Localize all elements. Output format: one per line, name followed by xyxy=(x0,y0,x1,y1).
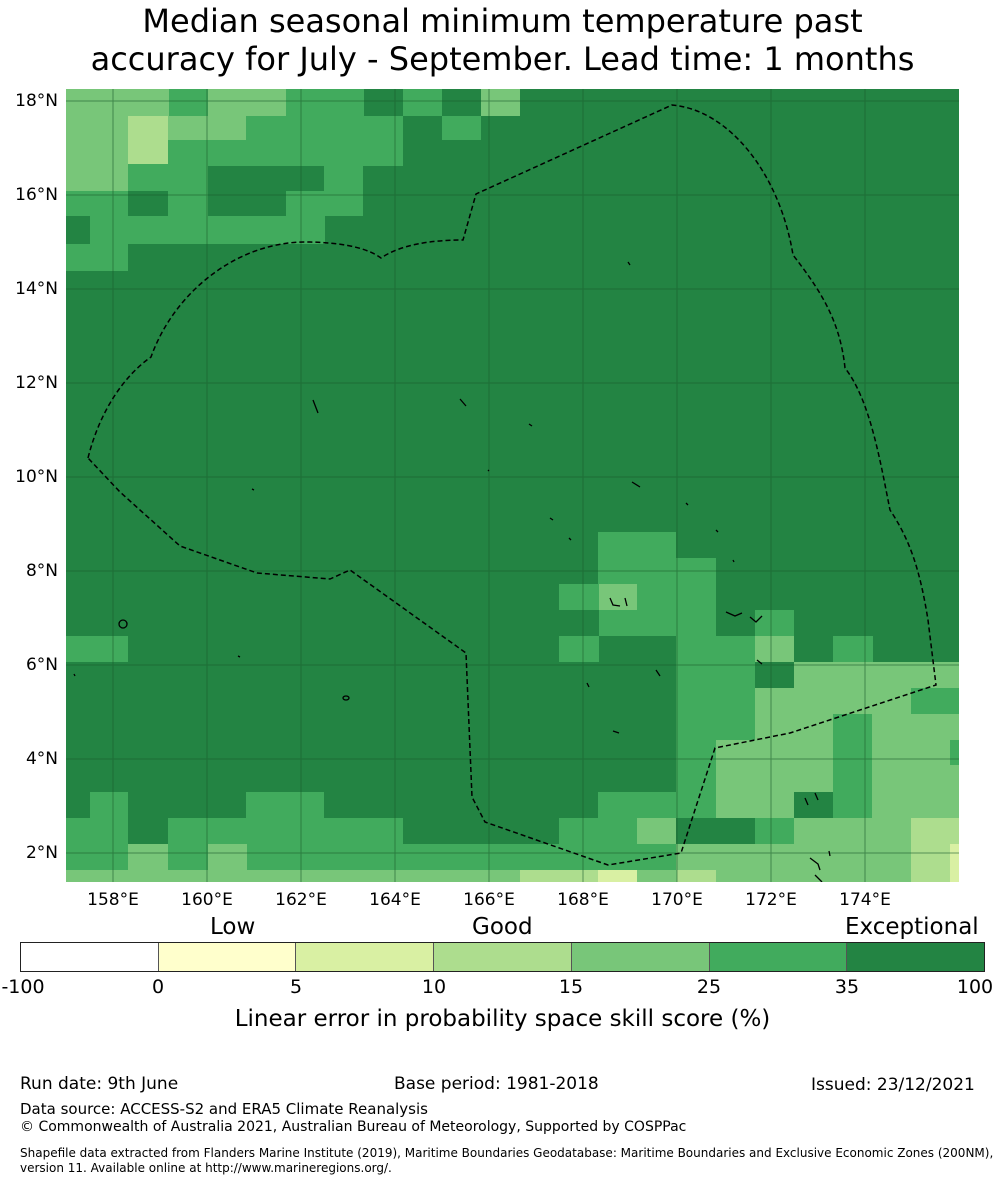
copyright: © Commonwealth of Australia 2021, Austra… xyxy=(20,1119,687,1135)
map-title: Median seasonal minimum temperature past… xyxy=(0,2,1005,78)
y-label-12n: 12°N xyxy=(15,373,58,393)
colorbar-title: Linear error in probability space skill … xyxy=(234,1006,771,1032)
y-label-18n: 18°N xyxy=(15,91,58,111)
y-label-4n: 4°N xyxy=(25,749,58,769)
x-label-164e: 164°E xyxy=(369,890,421,910)
data-source: Data source: ACCESS-S2 and ERA5 Climate … xyxy=(20,1100,428,1118)
colorbar-segment-3 xyxy=(296,943,435,971)
colorbar-segment-4 xyxy=(434,943,572,971)
legend-category-low: Low xyxy=(210,914,256,940)
colorbar-segment-2 xyxy=(158,943,297,971)
y-label-16n: 16°N xyxy=(15,185,58,205)
issued-date: Issued: 23/12/2021 xyxy=(811,1075,975,1095)
colorbar-tick-0: 0 xyxy=(151,976,165,998)
islands xyxy=(73,261,831,882)
colorbar-tick-5: 5 xyxy=(289,976,303,998)
title-line-2: accuracy for July - September. Lead time… xyxy=(90,40,915,78)
x-label-174e: 174°E xyxy=(839,890,891,910)
run-date: Run date: 9th June xyxy=(20,1074,179,1094)
colorbar xyxy=(20,942,985,972)
legend-category-exceptional: Exceptional xyxy=(845,914,979,940)
colorbar-segment-6 xyxy=(709,943,848,971)
base-period: Base period: 1981-2018 xyxy=(394,1074,599,1094)
colorbar-tick-25: 25 xyxy=(696,976,722,998)
legend-category-good: Good xyxy=(472,914,533,940)
colorbar-tick-100: 100 xyxy=(956,976,994,998)
x-label-162e: 162°E xyxy=(275,890,327,910)
colorbar-segment-1 xyxy=(21,943,159,971)
y-label-14n: 14°N xyxy=(15,279,58,299)
x-label-172e: 172°E xyxy=(745,890,797,910)
colorbar-tick-15: 15 xyxy=(558,976,584,998)
y-label-6n: 6°N xyxy=(25,655,58,675)
x-label-166e: 166°E xyxy=(463,890,515,910)
colorbar-segment-5 xyxy=(571,943,710,971)
x-label-160e: 160°E xyxy=(181,890,233,910)
x-label-158e: 158°E xyxy=(87,890,139,910)
title-line-1: Median seasonal minimum temperature past xyxy=(142,2,863,40)
y-label-10n: 10°N xyxy=(15,467,58,487)
y-label-8n: 8°N xyxy=(25,561,58,581)
shapefile-attribution: Shapefile data extracted from Flanders M… xyxy=(20,1146,994,1175)
x-label-168e: 168°E xyxy=(557,890,609,910)
y-label-2n: 2°N xyxy=(25,843,58,863)
colorbar-segment-7 xyxy=(847,943,985,971)
x-label-170e: 170°E xyxy=(651,890,703,910)
colorbar-tick-10: 10 xyxy=(421,976,447,998)
colorbar-tick-35: 35 xyxy=(834,976,860,998)
colorbar-tick-minus100: -100 xyxy=(1,976,45,998)
